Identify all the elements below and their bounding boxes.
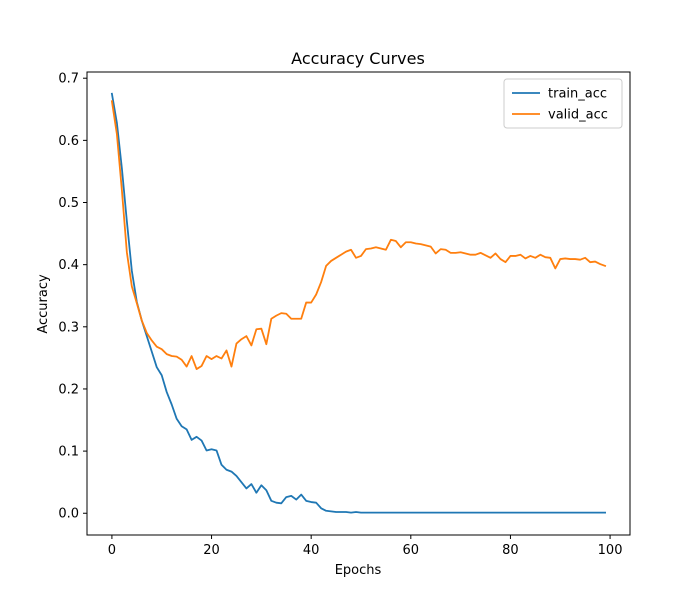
x-tick-label: 80 [502, 543, 519, 558]
legend-label-valid-acc: valid_acc [548, 108, 608, 123]
series-line-valid-acc [110, 100, 607, 370]
legend-box [503, 78, 623, 129]
plot-frame [86, 71, 631, 536]
x-axis-label: Epochs [335, 563, 382, 578]
series-line-train-acc [110, 92, 606, 514]
y-tick-label: 0.3 [58, 320, 79, 335]
legend-label-train-acc: train_acc [548, 87, 607, 102]
chart-title: Accuracy Curves [291, 49, 425, 68]
y-tick-label: 0.0 [58, 507, 79, 522]
y-axis-label: Accuracy [36, 274, 51, 334]
y-tick-label: 0.1 [58, 445, 79, 460]
y-tick-label: 0.2 [58, 382, 79, 397]
y-tick-label: 0.6 [58, 134, 79, 149]
x-tick-label: 100 [598, 543, 623, 558]
y-tick-label: 0.7 [58, 72, 79, 87]
y-tick-label: 0.4 [58, 258, 79, 273]
plot-area: 0 20 40 60 80 100 0.0 0.1 0.2 0.3 0.4 0.5 0.6 0.7 trai… [58, 71, 631, 558]
x-tick-label: 0 [108, 543, 116, 558]
x-tick-label: 20 [203, 543, 220, 558]
y-tick-label: 0.5 [58, 196, 79, 211]
x-tick-label: 40 [303, 543, 320, 558]
x-tick-label: 60 [403, 543, 420, 558]
